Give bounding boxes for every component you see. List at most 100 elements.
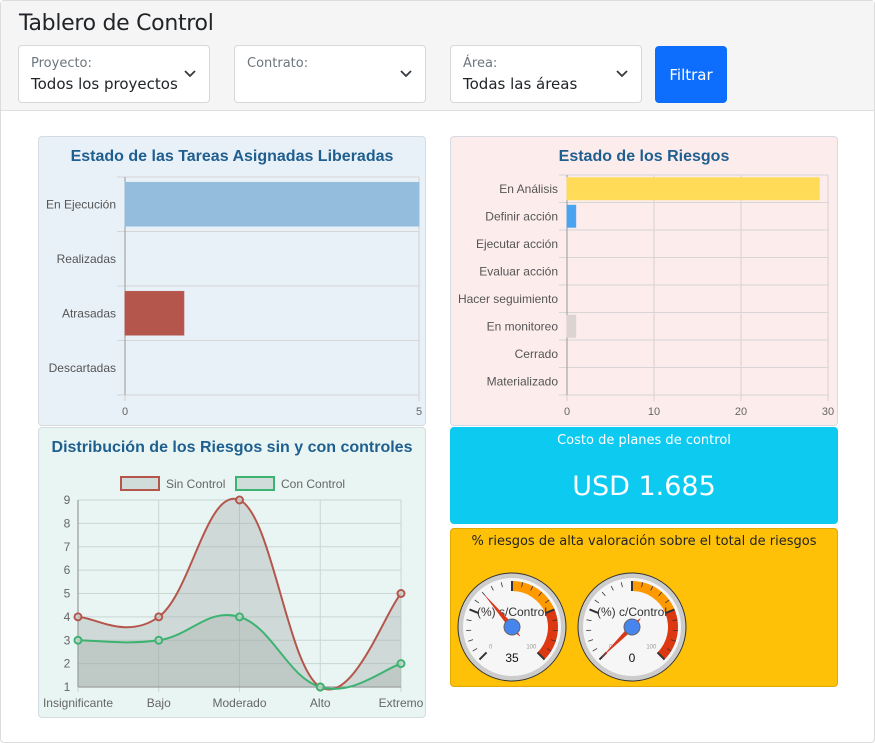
gauge-tick [544,599,550,604]
gauge-tick [536,651,546,661]
y-tick-label: 3 [64,633,71,647]
tasks-status-card: Estado de las Tareas Asignadas Liberadas… [38,136,426,426]
gauge-tick [666,648,672,652]
project-select-label: Proyecto: [31,56,92,71]
gauge-tick [589,608,600,615]
filter-header: Tablero de Control Proyecto: Todos los p… [1,1,874,111]
legend-label[interactable]: Con Control [281,477,345,491]
gauge-tick [656,651,666,661]
y-category-label: Definir acción [485,209,558,223]
risks-chart-title: Estado de los Riesgos [558,148,730,165]
y-tick-label: 9 [64,493,71,507]
data-point[interactable] [73,612,83,622]
filter-button[interactable]: Filtrar [655,46,727,103]
gauge-tick [586,619,592,621]
bar[interactable] [566,314,577,338]
data-point[interactable] [154,635,164,645]
contract-select[interactable]: Contrato: [234,45,426,103]
data-point[interactable] [235,495,244,505]
gauge-tick [552,619,558,621]
gauge-band [537,609,558,660]
y-tick-label: 8 [64,516,71,530]
tasks-chart-title: Estado de las Tareas Asignadas Liberadas [70,148,394,165]
y-category-label: Descartadas [49,361,116,375]
project-select-value: Todos los proyectos [31,75,178,93]
chevron-down-icon [400,70,412,78]
contract-select-label: Contrato: [247,56,309,71]
series-line [77,497,402,691]
y-tick-label: 1 [64,680,71,694]
gauges-title: % riesgos de alta valoración sobre el to… [471,534,817,549]
high-risk-gauges-card: % riesgos de alta valoración sobre el to… [450,528,838,687]
gauge-tick [588,639,594,642]
gauge-tick [592,648,598,652]
x-tick-label: 30 [822,406,834,418]
gauge-max-label: 100 [526,644,537,650]
gauge-band [632,581,675,614]
gauge-without-control: 0 100 (%) s/Control 35 [457,572,567,682]
gauge-tick [650,585,654,591]
gauge-tick [670,639,676,642]
data-point[interactable] [235,612,244,622]
area-fill [78,614,401,689]
gauge-tick [544,608,555,615]
y-category-label: Materializado [487,374,559,388]
gauge-label: (%) c/Control [597,605,667,619]
gauge-label: (%) s/Control [477,605,547,619]
control-cost-card: Costo de planes de control USD 1.685 [450,427,838,524]
x-category-label: Insignificante [43,696,113,710]
data-point[interactable] [396,589,406,598]
x-tick-label: 0 [122,406,128,418]
gauge-tick [468,639,474,642]
gauge-band [512,581,555,614]
control-cost-value: USD 1.685 [572,471,716,502]
gauge-tick [478,651,488,661]
area-select-value: Todas las áreas [463,75,578,93]
gauge-tick [550,639,556,642]
x-tick-label: 0 [564,406,570,418]
area-select[interactable]: Área: Todas las áreas [450,45,642,103]
x-category-label: Extremo [379,696,424,710]
y-category-label: En Ejecución [46,197,116,211]
gauge-tick [500,582,503,588]
data-point[interactable] [396,659,406,669]
chevron-down-icon [616,70,628,78]
x-category-label: Bajo [147,696,171,710]
y-category-label: Cerrado [515,347,559,361]
gauge-value: 35 [505,651,519,665]
data-point[interactable] [315,682,325,692]
gauge-tick [466,619,472,621]
y-category-label: Hacer seguimiento [458,292,558,306]
bar[interactable] [566,204,577,228]
gauge-band [657,609,678,660]
legend-swatch[interactable] [120,476,160,491]
data-point[interactable] [73,635,83,645]
y-tick-label: 7 [64,540,71,554]
project-select[interactable]: Proyecto: Todos los proyectos [18,45,210,103]
legend-swatch[interactable] [235,476,275,491]
x-tick-label: 20 [735,406,747,418]
x-category-label: Moderado [212,696,266,710]
y-category-label: Realizadas [57,252,116,266]
gauge-tick [538,591,543,597]
gauge-tick [620,582,623,588]
gauge-tick [594,599,600,604]
data-point[interactable] [154,612,164,622]
legend-label[interactable]: Sin Control [166,477,225,491]
y-tick-label: 4 [64,610,71,624]
gauge-tick [469,608,480,615]
gauge-tick [530,585,534,591]
control-cost-title: Costo de planes de control [557,433,731,448]
bar[interactable] [566,177,820,201]
y-category-label: Evaluar acción [479,264,558,278]
y-category-label: En Análisis [499,182,558,196]
x-category-label: Alto [310,696,331,710]
bar[interactable] [124,290,185,336]
y-tick-label: 6 [64,563,71,577]
bar[interactable] [124,181,420,227]
distribution-area-chart: Sin Control Con Control 1 2 3 4 5 6 7 8 9 Insignifi… [43,476,424,710]
chevron-down-icon [184,70,196,78]
gauge-tick [474,599,480,604]
y-tick-label: 5 [64,587,71,601]
gauge-tick [664,608,675,615]
